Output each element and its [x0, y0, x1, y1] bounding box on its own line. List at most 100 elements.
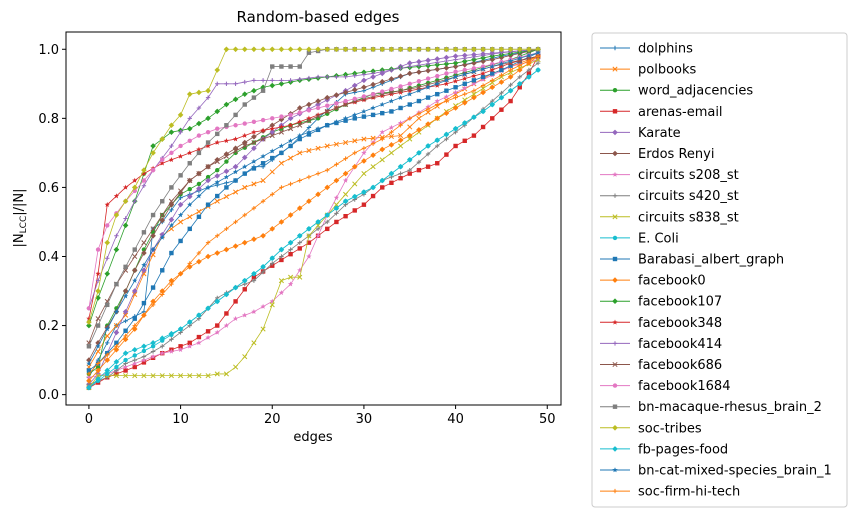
data-point [186, 319, 193, 325]
data-point [352, 208, 357, 213]
data-point [406, 60, 413, 66]
data-point [370, 164, 376, 170]
legend-entry: arenas-email [600, 105, 723, 120]
data-point [232, 163, 239, 170]
data-point [104, 357, 111, 363]
data-point [269, 148, 275, 154]
data-point [416, 98, 422, 104]
data-point [86, 357, 92, 363]
data-point [471, 56, 477, 63]
data-point [462, 71, 468, 77]
data-point [122, 364, 129, 370]
data-point [224, 159, 229, 164]
data-point [241, 239, 248, 246]
data-point [278, 278, 284, 284]
data-point [324, 94, 331, 101]
data-point [315, 125, 321, 131]
data-point [232, 96, 239, 103]
data-point [233, 123, 238, 128]
data-point [361, 94, 367, 99]
data-point [269, 169, 275, 175]
data-point [370, 141, 376, 146]
data-point [159, 350, 165, 356]
data-point [361, 77, 367, 84]
data-point [397, 46, 404, 53]
data-point [480, 46, 486, 53]
data-point [352, 99, 358, 105]
x-tick-label: 20 [264, 412, 281, 427]
data-point [279, 78, 284, 83]
data-point [306, 75, 312, 81]
data-point [287, 122, 294, 128]
data-point [507, 87, 514, 94]
data-point [535, 67, 541, 73]
data-point [480, 108, 486, 115]
legend-marker [612, 150, 618, 157]
data-point [86, 371, 92, 377]
data-point [270, 116, 275, 121]
data-point [434, 66, 441, 73]
data-point [86, 322, 92, 329]
data-point [526, 52, 532, 58]
data-point [443, 46, 450, 53]
data-point [315, 112, 321, 118]
data-point [407, 64, 412, 69]
data-point [223, 101, 230, 108]
legend-marker [612, 45, 618, 51]
data-point [379, 157, 385, 163]
data-point [178, 143, 183, 149]
data-point [215, 182, 220, 188]
data-point [233, 148, 239, 154]
data-point [361, 108, 367, 114]
data-point [178, 188, 184, 194]
y-axis-label-open: |N [12, 233, 27, 247]
data-point [269, 82, 276, 89]
data-point [177, 153, 184, 159]
data-point [141, 178, 147, 183]
data-point [406, 46, 413, 53]
data-point [324, 108, 330, 114]
data-point [296, 46, 303, 53]
data-point [507, 58, 514, 64]
legend-marker [612, 425, 618, 431]
data-point [177, 201, 184, 208]
data-point [95, 316, 101, 322]
data-point [407, 171, 412, 176]
data-point [444, 152, 449, 157]
data-point [425, 57, 431, 64]
data-point [123, 373, 129, 379]
data-point [452, 46, 459, 53]
data-point [416, 69, 422, 75]
data-point [507, 46, 514, 53]
data-point [453, 69, 458, 74]
data-point [398, 84, 403, 89]
data-point [471, 91, 477, 97]
legend-entry: circuits s838_st [600, 210, 739, 225]
data-point [361, 202, 367, 207]
data-point [150, 150, 156, 156]
data-point [397, 73, 404, 80]
data-point [260, 78, 266, 83]
legend-entry: Karate [600, 126, 681, 141]
data-point [397, 94, 404, 100]
data-point [444, 58, 449, 64]
data-point [86, 306, 92, 311]
data-point [251, 275, 257, 280]
data-point [278, 124, 285, 130]
data-point [471, 114, 477, 120]
data-point [224, 226, 229, 232]
data-point [287, 115, 294, 122]
data-point [278, 160, 284, 166]
data-point [278, 129, 284, 135]
data-point [279, 185, 284, 190]
data-point [443, 131, 450, 138]
data-point [269, 122, 276, 129]
data-point [416, 159, 422, 165]
data-point [159, 335, 166, 342]
data-point [462, 138, 467, 143]
data-point [398, 171, 403, 176]
data-point [86, 344, 92, 349]
data-point [306, 129, 312, 135]
data-point [416, 58, 422, 65]
data-point [388, 89, 394, 95]
